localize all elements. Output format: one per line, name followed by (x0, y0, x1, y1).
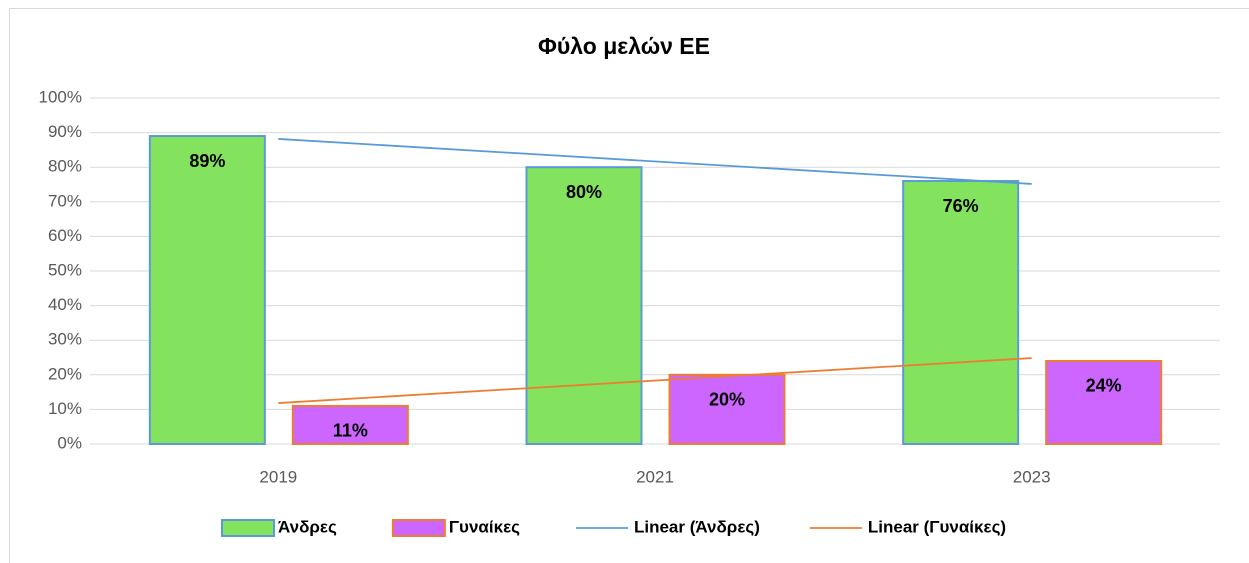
chart-title: Φύλο μελών ΕΕ (538, 33, 710, 59)
data-label: 20% (709, 390, 745, 410)
bar (668, 373, 786, 445)
legend-swatch (221, 519, 275, 537)
legend-label: Άνδρες (278, 517, 337, 536)
data-label: 76% (943, 196, 979, 216)
y-tick-label: 20% (48, 364, 82, 383)
trendline (278, 357, 1032, 404)
legend-label: Linear (Άνδρες) (634, 517, 760, 536)
trendline (278, 138, 1032, 185)
data-label: 24% (1086, 376, 1122, 396)
bar (291, 404, 409, 446)
legend-swatch (391, 519, 446, 537)
data-label: 80% (566, 182, 602, 202)
y-tick-label: 10% (48, 399, 82, 418)
bar (148, 135, 266, 445)
x-tick-label: 2019 (259, 467, 297, 486)
y-tick-label: 0% (57, 433, 82, 452)
y-tick-label: 60% (48, 226, 82, 245)
y-tick-label: 100% (39, 87, 82, 106)
y-tick-label: 30% (48, 330, 82, 349)
legend-label: Linear (Γυναίκες) (868, 517, 1006, 536)
data-label: 11% (333, 421, 368, 441)
y-tick-label: 80% (48, 157, 82, 176)
bar (902, 180, 1020, 445)
legend-label: Γυναίκες (449, 517, 520, 536)
y-tick-label: 90% (48, 122, 82, 141)
bar (525, 166, 643, 445)
bar (1045, 359, 1163, 445)
data-label: 89% (189, 151, 225, 171)
x-tick-label: 2023 (1013, 467, 1051, 486)
x-tick-label: 2021 (636, 467, 674, 486)
y-tick-label: 70% (48, 191, 82, 210)
y-tick-label: 50% (48, 260, 82, 279)
y-tick-label: 40% (48, 295, 82, 314)
